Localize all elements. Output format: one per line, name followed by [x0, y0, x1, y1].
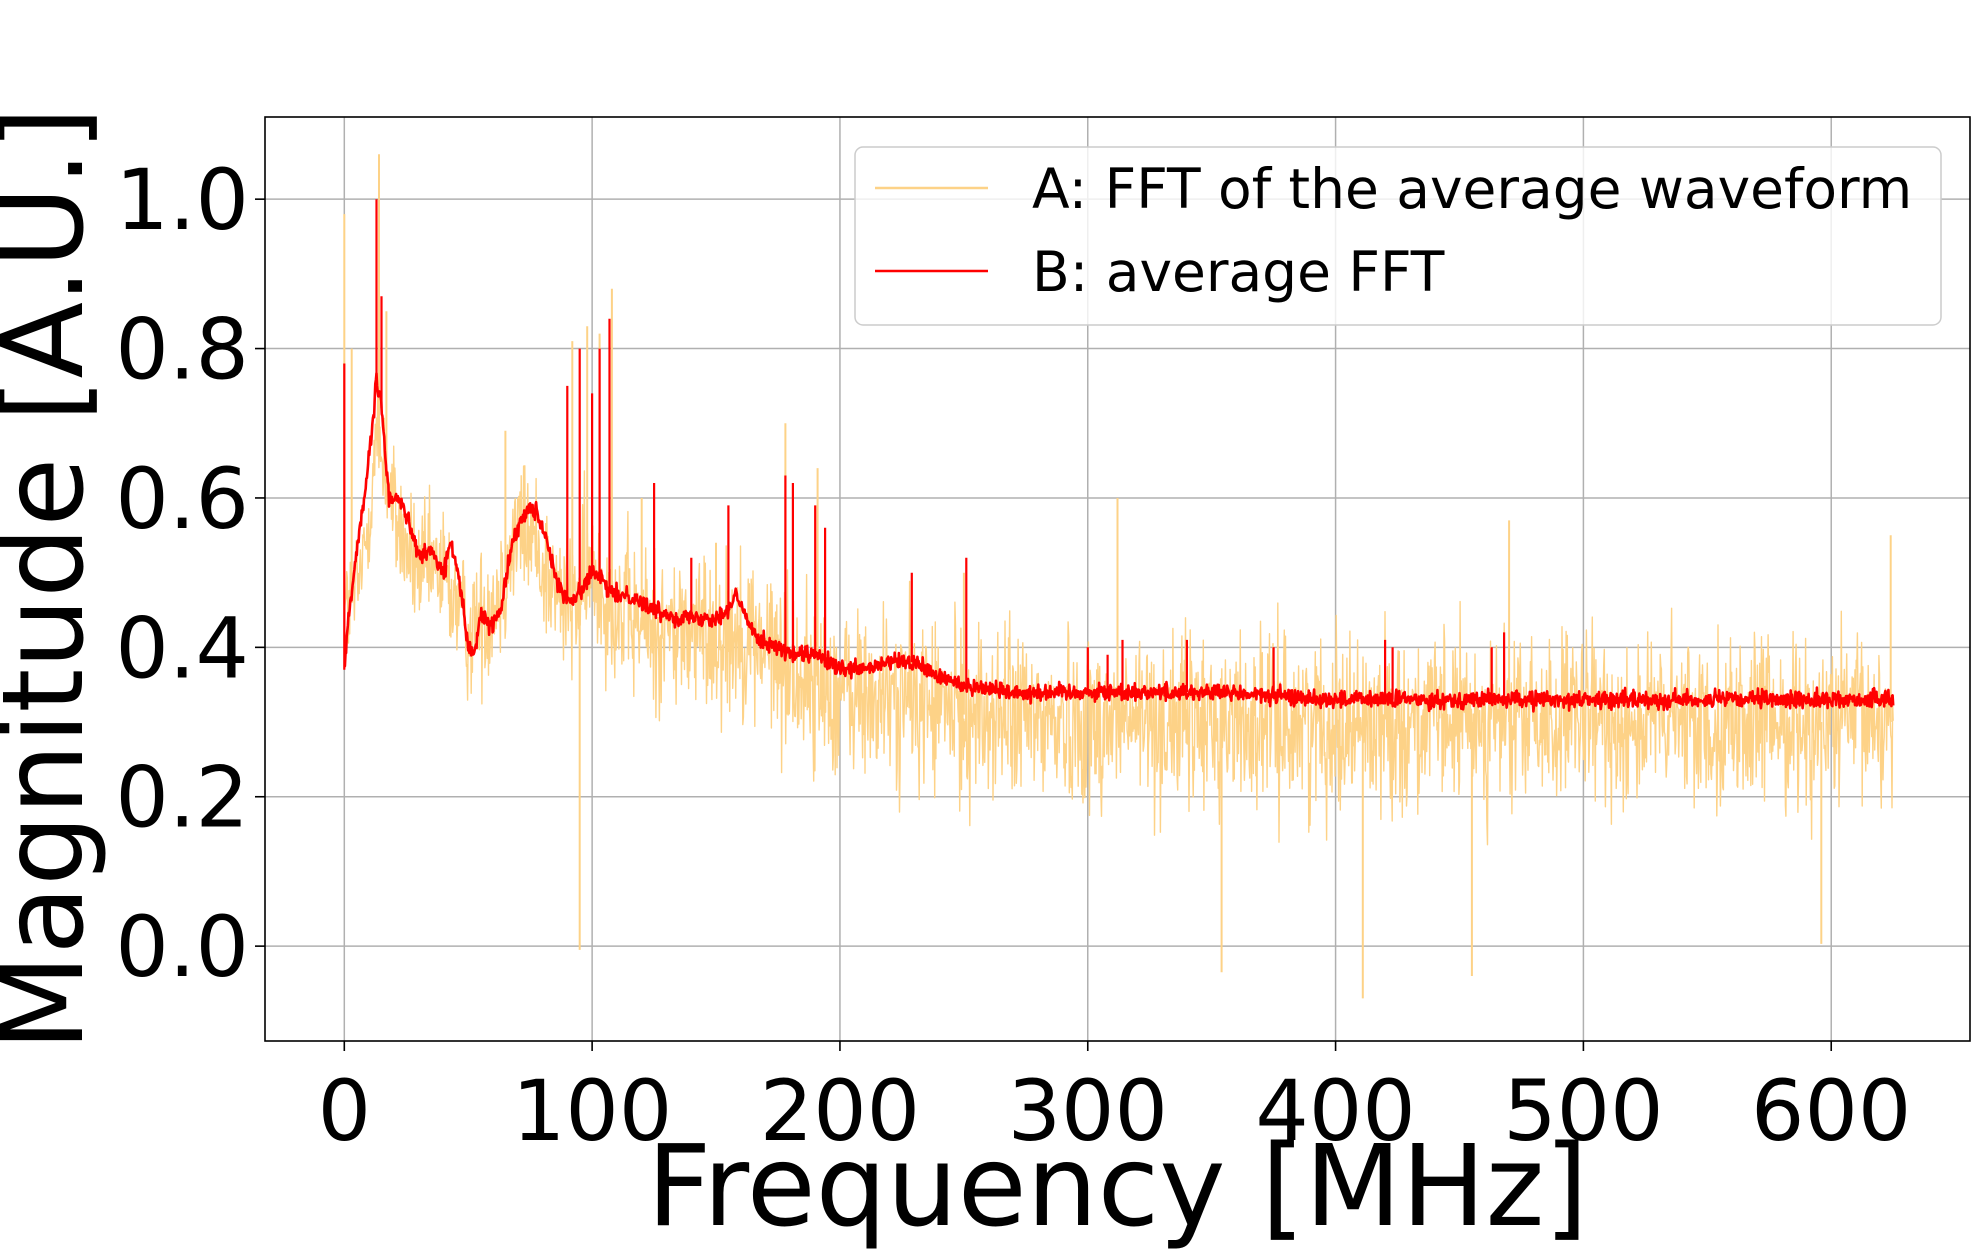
x-axis-label: Frequency [MHz] [647, 1122, 1588, 1252]
series-layer [343, 154, 1895, 999]
legend: A: FFT of the average waveform B: averag… [854, 146, 1942, 326]
x-tick-label: 100 [512, 1062, 672, 1160]
axis-ticks: 0 100 200 300 400 500 600 0.0 0.2 0.4 0.6 0.8 1.0 [115, 151, 1911, 1160]
y-tick-label: 0.6 [115, 450, 249, 548]
plot-frame [264, 116, 1971, 1042]
series-a-line [343, 397, 1894, 846]
legend-label-series-a: A: FFT of the average waveform [1032, 157, 1912, 221]
y-axis-label: Magnitude [A.U.] [0, 107, 109, 1051]
series-b-spikes [343, 199, 1506, 700]
x-tick-label: 300 [1008, 1062, 1168, 1160]
y-tick-label: 0.2 [115, 749, 249, 847]
y-tick-label: 0.8 [115, 301, 249, 399]
y-tick-label: 0.4 [115, 599, 249, 697]
x-tick-label: 500 [1503, 1062, 1663, 1160]
x-tick-label: 0 [318, 1062, 371, 1160]
legend-label-series-b: B: average FFT [1032, 240, 1445, 304]
x-tick-label: 200 [760, 1062, 920, 1160]
x-tick-label: 400 [1255, 1062, 1415, 1160]
legend-box [854, 146, 1942, 326]
series-b-line [343, 372, 1895, 713]
y-tick-label: 0.0 [115, 898, 249, 996]
y-tick-label: 1.0 [115, 151, 249, 249]
x-tick-label: 600 [1751, 1062, 1911, 1160]
